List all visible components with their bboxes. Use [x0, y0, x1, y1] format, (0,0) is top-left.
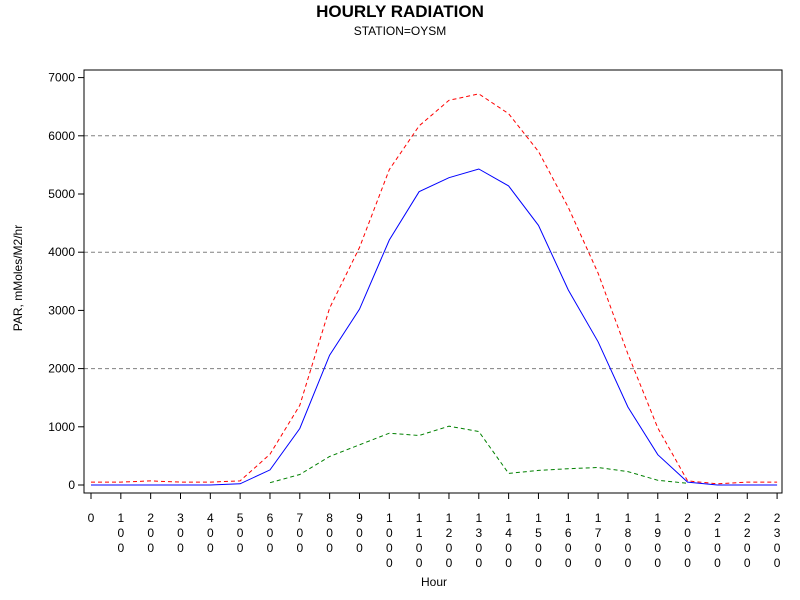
series-line-2 — [91, 168, 778, 486]
x-axis-label: Hour — [421, 575, 447, 589]
y-tick-label: 5000 — [48, 187, 75, 201]
x-tick-label: 0 — [88, 511, 95, 525]
series-line-3 — [269, 425, 688, 484]
y-tick-label: 6000 — [48, 129, 75, 143]
y-tick-label: 3000 — [48, 303, 75, 317]
y-tick-label: 1000 — [48, 420, 75, 434]
y-tick-label: 7000 — [48, 71, 75, 85]
y-tick-label: 2000 — [48, 362, 75, 376]
plot-frame — [83, 69, 783, 494]
y-axis: 0 1000 2000 3000 4000 5000 6000 7000 — [48, 71, 84, 492]
series-lines — [91, 93, 778, 486]
y-tick-label: 0 — [68, 478, 75, 492]
y-axis-label: PAR, mMoles/M2/hr — [11, 225, 25, 331]
x-axis: 0 1 0 0 2 0 0 3 0 0 4 0 0 5 0 0 6 0 0 7 0 0 8 0 0 9 0 0 1 0 0 0 1 1 0 0 1 2 0 0… — [88, 493, 781, 570]
chart-title: HOURLY RADIATION — [316, 2, 484, 21]
grid-lines — [84, 135, 782, 370]
chart-subtitle: STATION=OYSM — [354, 24, 447, 38]
y-tick-label: 4000 — [48, 245, 75, 259]
series-line-1 — [91, 93, 778, 485]
